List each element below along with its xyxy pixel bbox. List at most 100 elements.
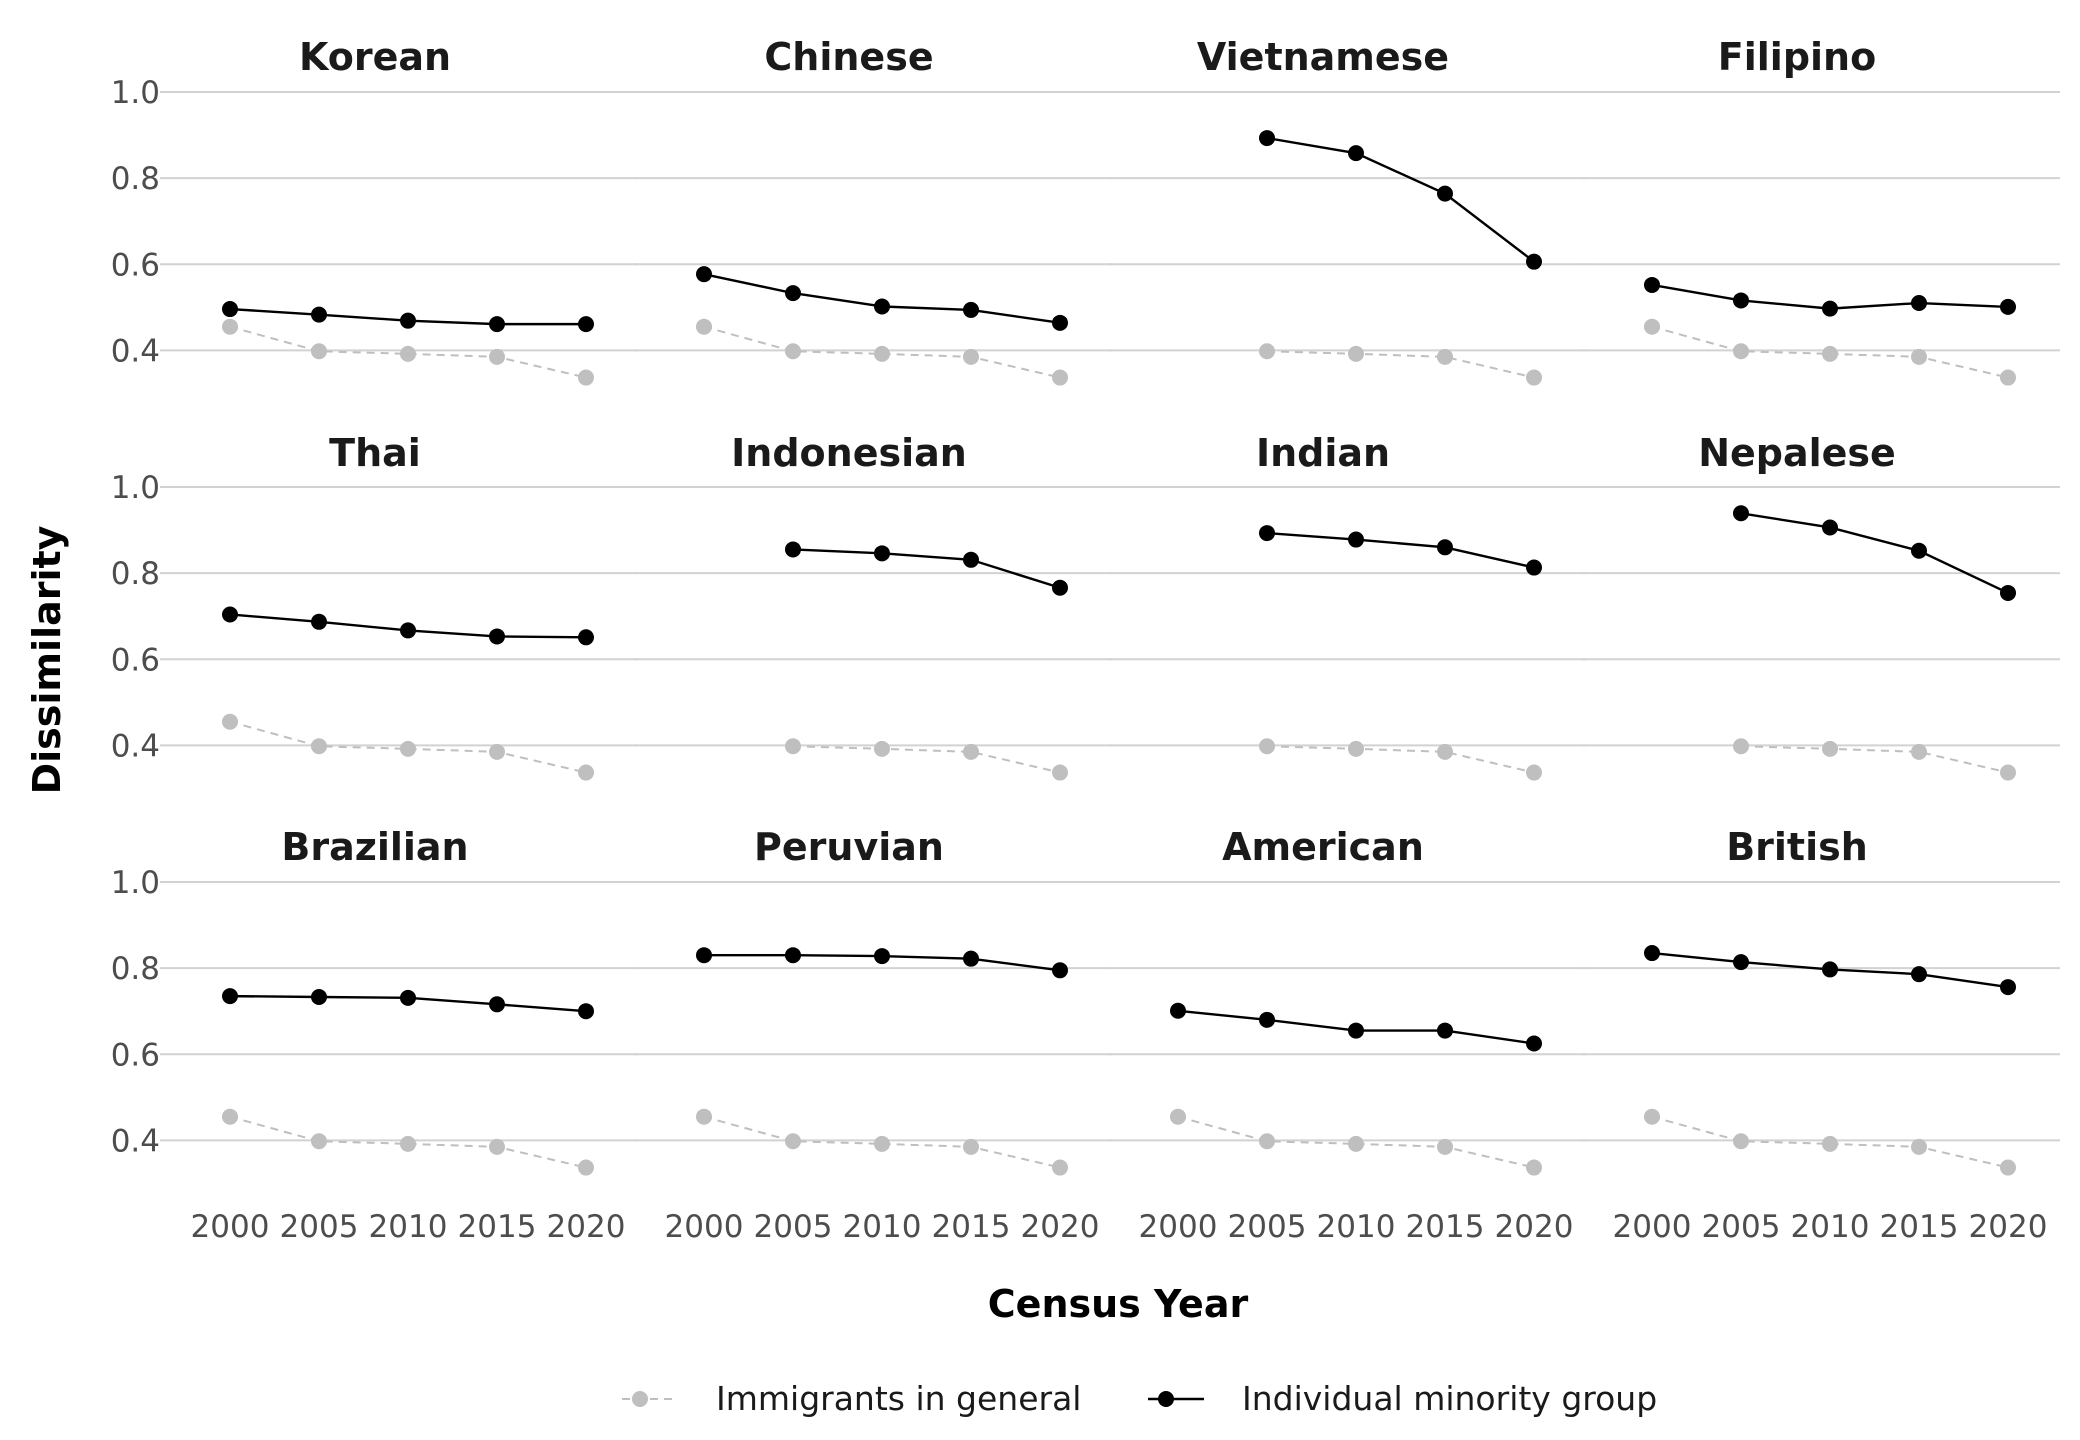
x-tick-label: 2015 <box>458 1209 537 1245</box>
panel-title: Filipino <box>1718 35 1876 79</box>
x-tick-label: 2005 <box>1228 1209 1307 1245</box>
immigrants-general-point <box>1052 369 1068 386</box>
panel-title: Peruvian <box>754 825 944 869</box>
minority-group-line <box>1266 136 1535 263</box>
immigrants-general-line <box>1651 325 2009 379</box>
minority-group-point <box>489 628 505 645</box>
panel-indian: Indian <box>1108 431 1586 781</box>
minority-group-point <box>311 613 327 630</box>
panel-thai: Thai 1.0 0.8 0.6 0.4 <box>111 431 638 781</box>
x-tick-label: 2010 <box>1791 1209 1870 1245</box>
minority-group-point <box>578 1003 594 1020</box>
minority-group-point <box>963 950 979 967</box>
immigrants-general-point <box>1526 369 1542 386</box>
immigrants-general-point <box>696 1108 712 1125</box>
immigrants-general-point <box>785 738 801 755</box>
minority-group-point <box>1526 559 1542 576</box>
minority-group-point <box>1437 539 1453 556</box>
panel-vietnamese: Vietnamese <box>1108 35 1586 386</box>
x-tick-label: 2020 <box>1021 1209 1100 1245</box>
minority-group-point <box>1911 295 1927 312</box>
y-tick-label: 0.6 <box>111 1037 160 1073</box>
immigrants-general-point <box>785 343 801 360</box>
legend-key-point <box>1158 1391 1174 1407</box>
immigrants-general-point <box>785 1133 801 1150</box>
x-tick-label: 2020 <box>1495 1209 1574 1245</box>
immigrants-general-line <box>1266 350 1535 379</box>
minority-group-point <box>1259 1011 1275 1028</box>
immigrants-general-point <box>963 348 979 365</box>
immigrants-general-point <box>1348 1135 1364 1152</box>
legend-label: Individual minority group <box>1242 1379 1657 1418</box>
immigrants-general-point <box>400 1135 416 1152</box>
y-tick-label: 0.6 <box>111 642 160 678</box>
panel-title: Vietnamese <box>1197 35 1449 79</box>
immigrants-general-point <box>874 345 890 362</box>
x-tick-label: 2000 <box>191 1209 270 1245</box>
immigrants-general-line <box>703 325 1061 379</box>
panel-brazilian: Brazilian 1.0 0.8 0.6 0.4 2000 2005 2010 2015 202… <box>111 825 638 1245</box>
minority-group-point <box>222 988 238 1005</box>
x-tick-label: 2005 <box>1702 1209 1781 1245</box>
immigrants-general-line <box>792 745 1061 774</box>
x-tick-label: 2020 <box>1969 1209 2048 1245</box>
immigrants-general-line <box>703 1115 1061 1169</box>
minority-group-point <box>696 266 712 283</box>
immigrants-general-line <box>229 1115 587 1169</box>
immigrants-general-point <box>963 743 979 760</box>
y-tick-label: 0.4 <box>111 728 160 764</box>
minority-group-point <box>489 316 505 333</box>
panel-chinese: Chinese <box>634 35 1112 386</box>
x-tick-label: 2000 <box>1613 1209 1692 1245</box>
minority-group-point <box>1437 185 1453 202</box>
panel-indonesian: Indonesian <box>634 431 1112 781</box>
panel-nepalese: Nepalese <box>1582 431 2060 781</box>
immigrants-general-point <box>1348 345 1364 362</box>
immigrants-general-point <box>2000 1159 2016 1176</box>
immigrants-general-point <box>1822 345 1838 362</box>
legend: Immigrants in general Individual minority… <box>622 1379 1657 1418</box>
immigrants-general-point <box>1259 1133 1275 1150</box>
minority-group-point <box>696 947 712 964</box>
immigrants-general-point <box>1052 764 1068 781</box>
immigrants-general-point <box>2000 764 2016 781</box>
minority-group-point <box>2000 584 2016 601</box>
y-tick-label: 1.0 <box>111 865 160 901</box>
minority-group-point <box>1259 130 1275 147</box>
immigrants-general-line <box>1266 745 1535 774</box>
panel-title: Chinese <box>764 35 933 79</box>
immigrants-general-point <box>1437 348 1453 365</box>
immigrants-general-point <box>1644 318 1660 335</box>
minority-group-point <box>1911 542 1927 559</box>
minority-group-point <box>785 541 801 558</box>
minority-group-point <box>785 285 801 302</box>
panel-title: Brazilian <box>281 825 468 869</box>
immigrants-general-point <box>1733 343 1749 360</box>
immigrants-general-point <box>1437 743 1453 760</box>
minority-group-point <box>1644 945 1660 962</box>
panel-title: American <box>1222 825 1424 869</box>
immigrants-general-point <box>1911 743 1927 760</box>
immigrants-general-line <box>229 720 587 774</box>
minority-group-point <box>1259 525 1275 542</box>
immigrants-general-point <box>1170 1108 1186 1125</box>
immigrants-general-point <box>1911 1138 1927 1155</box>
y-tick-label: 1.0 <box>111 470 160 506</box>
x-tick-label: 2015 <box>1880 1209 1959 1245</box>
minority-group-point <box>1911 966 1927 983</box>
x-tick-label: 2010 <box>843 1209 922 1245</box>
panel-filipino: Filipino <box>1582 35 2060 386</box>
x-tick-label: 2015 <box>932 1209 1011 1245</box>
x-axis-title: Census Year <box>988 1282 1249 1326</box>
panel-american: American 2000 2005 2010 2015 2020 <box>1108 825 1586 1245</box>
minority-group-line <box>792 548 1061 589</box>
minority-group-point <box>963 301 979 318</box>
y-axis-title: Dissimilarity <box>25 525 69 794</box>
legend-label: Immigrants in general <box>716 1379 1081 1418</box>
immigrants-general-point <box>578 1159 594 1176</box>
minority-group-point <box>963 551 979 568</box>
minority-group-point <box>1526 1035 1542 1052</box>
panel-title: Thai <box>329 431 421 475</box>
minority-group-point <box>1644 276 1660 293</box>
panel-british: British 2000 2005 2010 2015 2020 <box>1582 825 2060 1245</box>
